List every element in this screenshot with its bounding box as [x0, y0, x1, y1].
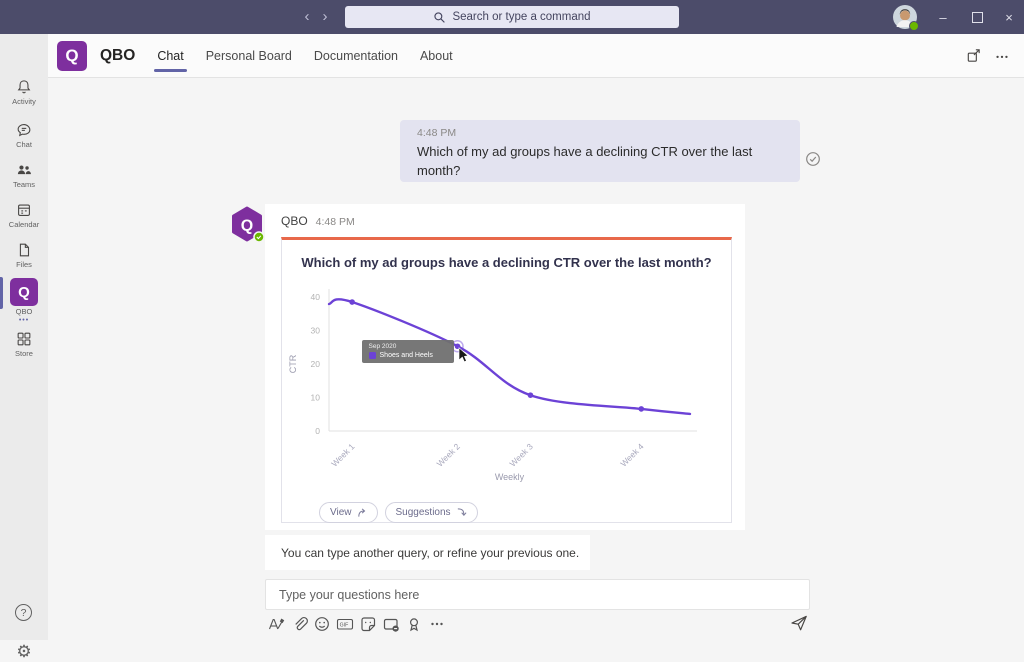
bot-name: QBO [281, 214, 308, 228]
app-header: Q QBO Chat Personal Board Documentation … [48, 34, 1024, 78]
message-input[interactable] [265, 579, 810, 610]
chart-tooltip: Sep 2020 Shoes and Heels [361, 340, 454, 364]
more-options-icon[interactable] [994, 48, 1010, 64]
sidebar-item-activity[interactable]: Activity [0, 78, 48, 106]
bot-avatar: Q [228, 206, 266, 244]
teams-title-bar: ‹ › Search or type a command – × [0, 0, 1024, 34]
svg-text:CTR: CTR [288, 354, 298, 373]
chat-canvas: 4:48 PM Which of my ad groups have a dec… [48, 79, 1024, 640]
chat-bubble-icon [17, 124, 31, 137]
back-icon[interactable]: ‹ [304, 8, 310, 25]
svg-text:40: 40 [311, 292, 321, 302]
svg-text:Week 2: Week 2 [435, 441, 463, 469]
calendar-icon [18, 204, 30, 216]
settings-gear-icon[interactable]: ⚙ [16, 642, 32, 661]
sidebar-item-files[interactable]: Files [0, 241, 48, 269]
emoji-icon[interactable] [313, 615, 331, 633]
teams-people-icon [17, 165, 31, 175]
search-input[interactable]: Search or type a command [345, 6, 679, 28]
qbo-app-icon: Q [10, 278, 38, 306]
tab-documentation[interactable]: Documentation [313, 48, 398, 63]
user-message-bubble: 4:48 PM Which of my ad groups have a dec… [400, 120, 800, 182]
ctr-line-chart[interactable]: 0 10 20 30 40 CTR Week 1 Week 2 Week 3 Week 4 Week… [282, 285, 731, 493]
compose-toolbar: GIF [267, 615, 446, 633]
popout-icon[interactable] [965, 47, 982, 64]
format-icon[interactable] [267, 615, 285, 633]
tooltip-series-name: Shoes and Heels [379, 352, 433, 360]
search-placeholder: Search or type a command [452, 11, 591, 23]
bot-message-container: QBO 4:48 PM Which of my ad groups have a… [265, 204, 745, 530]
message-timestamp: 4:48 PM [417, 127, 457, 139]
search-icon [434, 11, 446, 23]
bell-icon [17, 80, 31, 94]
tab-about[interactable]: About [419, 48, 453, 63]
svg-text:0: 0 [315, 426, 320, 436]
send-icon[interactable] [789, 613, 809, 633]
bot-timestamp: 4:48 PM [315, 216, 355, 228]
more-compose-icon[interactable] [428, 615, 446, 633]
close-button[interactable]: × [1005, 9, 1013, 25]
sticker-icon[interactable] [359, 615, 377, 633]
sidebar-item-teams[interactable]: Teams [0, 161, 48, 189]
svg-text:GIF: GIF [340, 623, 349, 629]
view-button[interactable]: View [319, 502, 378, 523]
presence-badge [909, 21, 919, 31]
gif-icon[interactable]: GIF [336, 615, 354, 633]
suggestions-button[interactable]: Suggestions [384, 502, 478, 523]
tooltip-period: Sep 2020 [368, 343, 397, 351]
svg-text:30: 30 [311, 326, 321, 336]
minimize-button[interactable]: – [939, 9, 947, 25]
forward-icon[interactable]: › [322, 8, 328, 25]
sidebar-item-store[interactable]: Store [0, 330, 48, 358]
svg-text:Q: Q [241, 218, 253, 235]
sidebar-item-calendar[interactable]: Calendar [0, 201, 48, 229]
app-rail: Activity Chat Teams Calendar Files Q QBO… [0, 34, 48, 661]
card-title: Which of my ad groups have a declining C… [301, 255, 712, 270]
bot-followup-message: You can type another query, or refine yo… [265, 535, 590, 570]
help-icon[interactable]: ? [15, 604, 32, 621]
sidebar-item-chat[interactable]: Chat [0, 121, 48, 149]
maximize-button[interactable] [962, 0, 992, 34]
app-title: QBO [100, 46, 136, 64]
down-arrow-icon [457, 508, 467, 517]
series-swatch [368, 352, 376, 360]
svg-text:10: 10 [311, 393, 321, 403]
tab-chat[interactable]: Chat [154, 48, 188, 72]
user-message-text: Which of my ad groups have a declining C… [417, 144, 753, 178]
store-icon [17, 332, 31, 346]
sidebar-item-qbo[interactable]: Q QBO [0, 278, 48, 316]
praise-icon[interactable] [405, 615, 423, 633]
svg-text:Week 3: Week 3 [508, 441, 536, 469]
open-arrow-icon [357, 508, 365, 517]
delivered-check-icon [806, 152, 820, 166]
attach-icon[interactable] [290, 615, 308, 633]
svg-text:20: 20 [311, 359, 321, 369]
active-item-indicator [0, 277, 3, 309]
qbo-logo: Q [57, 40, 87, 71]
svg-text:Weekly: Weekly [495, 472, 525, 482]
tab-personal-board[interactable]: Personal Board [205, 48, 292, 63]
svg-text:Week 4: Week 4 [618, 441, 646, 469]
svg-text:Week 1: Week 1 [329, 441, 357, 469]
avatar[interactable] [893, 5, 919, 31]
share-to-meeting-icon[interactable] [382, 615, 400, 633]
document-icon [19, 243, 30, 257]
more-apps-indicator[interactable]: ••• [18, 317, 30, 324]
adaptive-card: Which of my ad groups have a declining C… [281, 237, 732, 523]
app-tabs: Chat Personal Board Documentation About [154, 48, 453, 72]
